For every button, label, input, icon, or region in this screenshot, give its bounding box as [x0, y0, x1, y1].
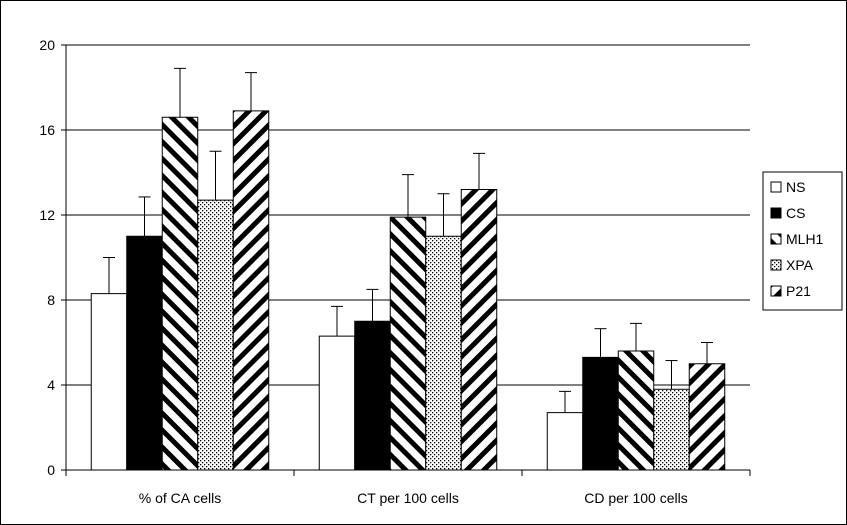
- legend-label-ns: NS: [786, 179, 805, 195]
- legend-label-cs: CS: [786, 205, 805, 221]
- bar-xpa-of-ca-cells: [197, 199, 234, 471]
- y-tick-label-20: 20: [39, 37, 55, 53]
- bar-ns-ct-per-100-cells: [318, 335, 356, 471]
- bar-cs-of-ca-cells: [126, 235, 163, 471]
- legend-label-p21: P21: [786, 283, 811, 299]
- error-bars: [103, 67, 713, 413]
- bar-xpa-ct-per-100-cells: [425, 235, 462, 471]
- bar-cs-ct-per-100-cells: [354, 320, 391, 471]
- bar-ns-cd-per-100-cells: [546, 412, 584, 471]
- axes: 0 4 8 12 16 20 % of CA cells CT per 100 cells CD…: [39, 37, 751, 506]
- legend-swatch-xpa: [770, 259, 782, 271]
- y-tick-label-12: 12: [39, 207, 55, 223]
- legend-swatch-p21: [770, 285, 782, 297]
- y-tick-label-0: 0: [47, 462, 55, 478]
- bar-mlh1-of-ca-cells: [161, 116, 199, 471]
- x-tick-label-of-ca-cells: % of CA cells: [139, 490, 221, 506]
- bar-p21-ct-per-100-cells: [460, 189, 498, 471]
- legend-label-mlh1: MLH1: [786, 231, 824, 247]
- bars: [90, 110, 726, 471]
- bar-mlh1-ct-per-100-cells: [389, 216, 427, 471]
- legend-swatch-cs: [770, 207, 782, 219]
- legend-label-xpa: XPA: [786, 257, 814, 273]
- legend: NS CS MLH1 XPA P21: [762, 171, 843, 311]
- bar-p21-cd-per-100-cells: [688, 363, 726, 471]
- y-tick-label-8: 8: [47, 292, 55, 308]
- bar-ns-of-ca-cells: [90, 293, 128, 471]
- bar-cs-cd-per-100-cells: [582, 356, 619, 471]
- bar-mlh1-cd-per-100-cells: [617, 350, 655, 471]
- legend-swatch-mlh1: [770, 233, 782, 245]
- legend-swatch-ns: [770, 181, 782, 193]
- x-tick-label-cd-per-100-cells: CD per 100 cells: [584, 490, 688, 506]
- y-tick-label-16: 16: [39, 122, 55, 138]
- y-tick-label-4: 4: [47, 377, 55, 393]
- x-tick-label-ct-per-100-cells: CT per 100 cells: [357, 490, 459, 506]
- bar-p21-of-ca-cells: [232, 110, 270, 471]
- bar-xpa-cd-per-100-cells: [653, 388, 690, 471]
